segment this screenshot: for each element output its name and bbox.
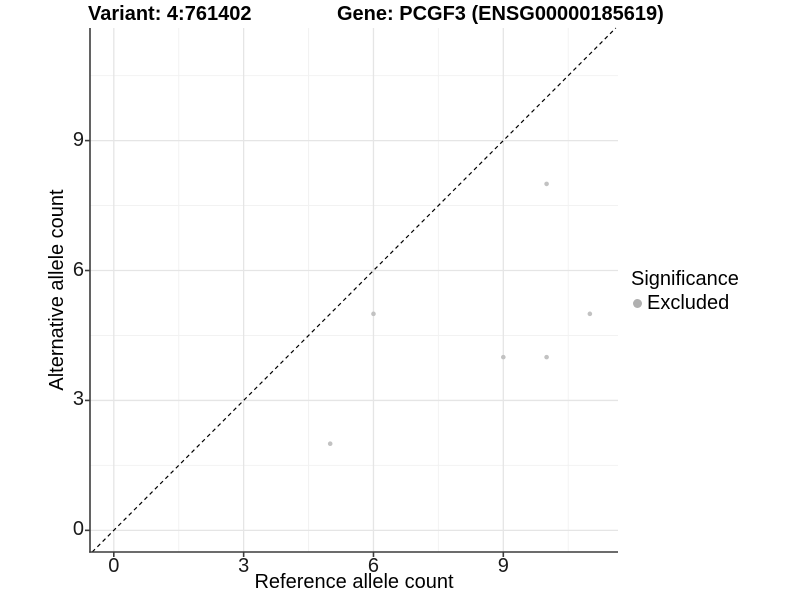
x-tick-label: 9 [497,555,509,577]
data-point [587,311,593,317]
data-point [327,441,333,447]
plot-title-variant: Variant: 4:761402 [88,3,252,25]
x-axis-title: Reference allele count [254,571,454,593]
legend-title: Significance [631,268,739,290]
legend-item-label: Excluded [647,292,730,314]
data-point [544,181,549,187]
data-point [501,354,506,360]
y-tick-label: 6 [72,258,84,281]
x-tick-label: 3 [238,555,250,577]
y-tick-label: 0 [72,518,84,541]
plot-title-gene: Gene: PCGF3 (ENSG00000185619) [337,3,664,25]
data-point [371,311,376,317]
y-tick-label: 9 [72,128,84,151]
data-point [544,354,549,360]
x-tick-label: 0 [108,555,120,577]
x-tick-label: 6 [367,555,380,577]
identity-line [91,27,617,553]
legend-point-icon [633,298,642,308]
y-axis-title: Alternative allele count [46,189,68,391]
legend-item-excluded: Excluded [631,292,739,314]
legend: Significance Excluded [631,267,739,314]
y-tick-label: 3 [72,388,84,411]
